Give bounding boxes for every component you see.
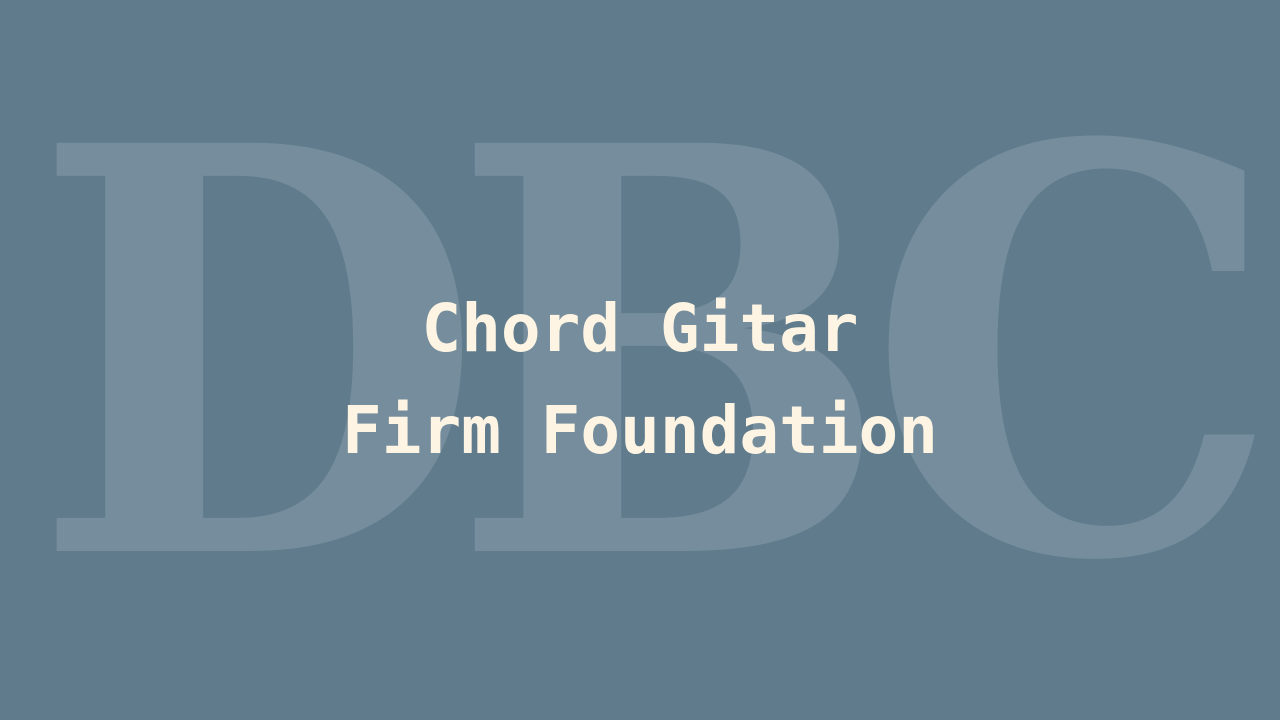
title-line-2: Firm Foundation <box>341 392 939 469</box>
watermark-text: DBC <box>32 26 1280 684</box>
page-title: Chord Gitar Firm Foundation <box>0 278 1280 482</box>
title-line-1: Chord Gitar <box>421 290 859 367</box>
